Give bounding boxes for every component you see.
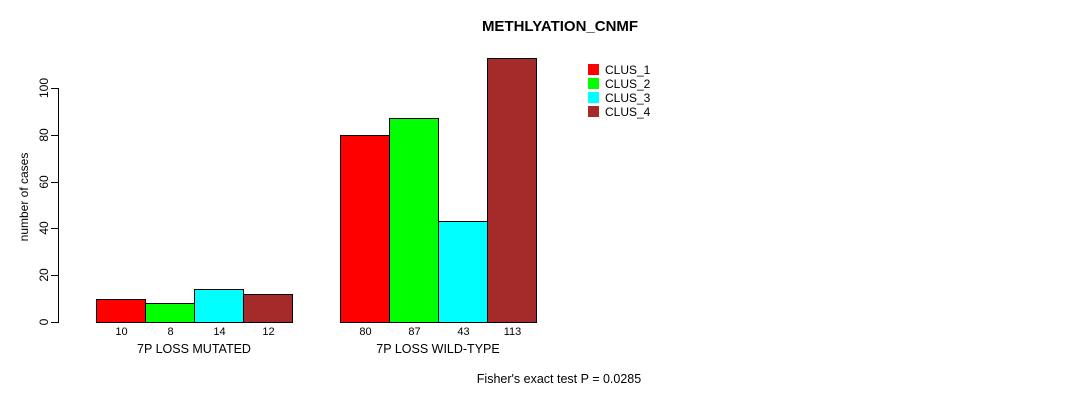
bar-value-label: 43 (457, 326, 470, 338)
y-tick-label: 40 (37, 221, 51, 236)
y-tick-label: 0 (37, 318, 51, 326)
bar-clus_1 (96, 299, 146, 323)
legend-swatch-clus_2 (588, 78, 599, 89)
y-tick-mark (51, 228, 58, 230)
bar-clus_4 (243, 294, 293, 323)
bar-clus_2 (389, 118, 439, 323)
y-tick-mark (51, 88, 58, 89)
legend-label: CLUS_3 (605, 91, 651, 105)
y-tick-label: 60 (37, 174, 51, 189)
bar-value-label: 10 (115, 326, 128, 338)
legend-label: CLUS_1 (605, 63, 651, 77)
fisher-test-annotation: Fisher's exact test P = 0.0285 (476, 372, 642, 386)
bar-clus_2 (145, 303, 195, 323)
group-label: 7P LOSS MUTATED (137, 342, 251, 356)
bar-value-label: 113 (503, 326, 522, 338)
chart-title: METHLYATION_CNMF (481, 18, 639, 35)
y-tick-mark (51, 134, 58, 136)
y-tick-mark (51, 275, 58, 277)
bar-clus_1 (340, 135, 390, 323)
y-tick-mark (51, 181, 58, 183)
y-axis-label: number of cases (17, 152, 31, 242)
bar-value-label: 8 (167, 326, 174, 338)
y-tick-label: 80 (37, 128, 51, 142)
bar-value-label: 87 (408, 326, 421, 338)
legend-swatch-clus_3 (588, 92, 599, 103)
y-tick-mark (51, 322, 58, 323)
legend-swatch-clus_4 (588, 106, 599, 117)
legend-swatch-clus_1 (588, 64, 599, 75)
bar-value-label: 14 (213, 326, 226, 338)
bar-clus_3 (194, 289, 244, 323)
bar-value-label: 12 (262, 326, 275, 338)
legend-label: CLUS_2 (605, 77, 651, 91)
bar-value-label: 80 (359, 326, 372, 338)
legend-label: CLUS_4 (605, 105, 651, 119)
y-tick-label: 100 (37, 77, 51, 99)
bar-clus_4 (487, 58, 537, 323)
y-tick-label: 20 (37, 268, 51, 282)
bar-clus_3 (438, 221, 488, 323)
group-label: 7P LOSS WILD-TYPE (376, 342, 500, 356)
y-axis-line (58, 88, 59, 323)
